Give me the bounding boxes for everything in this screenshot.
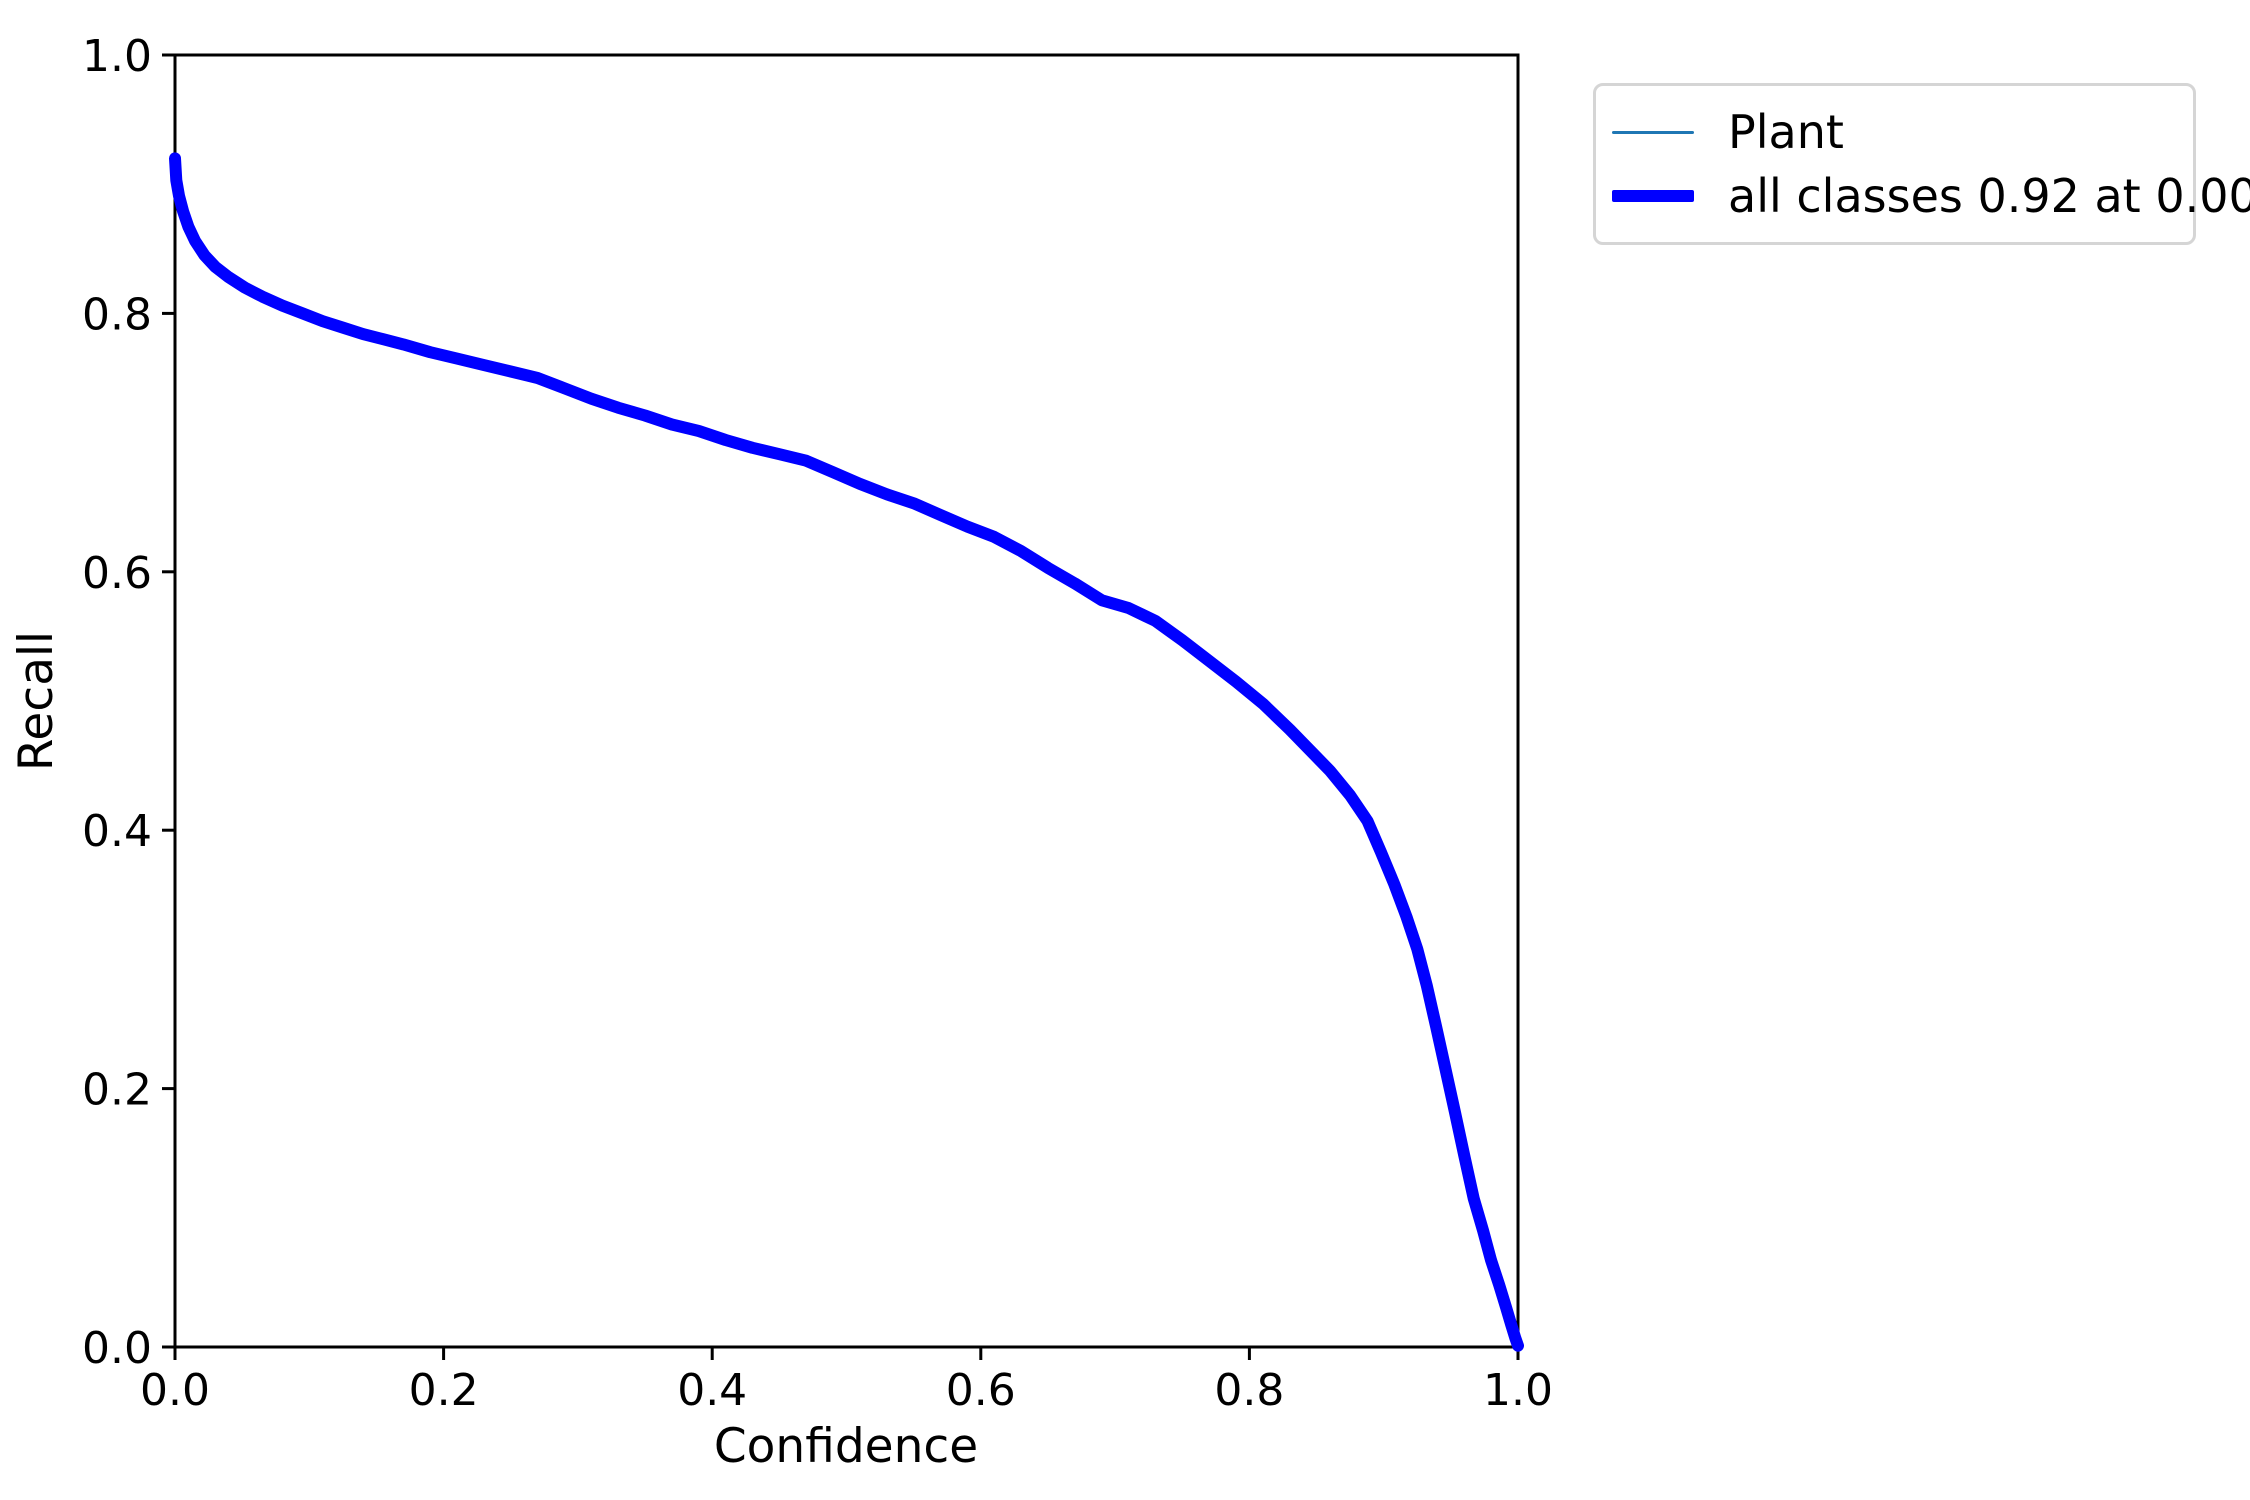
y-tick-label: 0.4 — [82, 806, 152, 857]
legend-item-all-classes: all classes 0.92 at 0.000 — [1612, 171, 2250, 222]
y-tick-label: 1.0 — [82, 31, 152, 82]
plot-spines — [173, 53, 1520, 1349]
legend-box: Plant all classes 0.92 at 0.000 — [1593, 83, 2250, 245]
y-tick-label: 0.2 — [82, 1065, 152, 1116]
x-tick-label: 1.0 — [1483, 1365, 1553, 1416]
curve-lines — [169, 152, 1524, 1352]
x-tick-label: 0.8 — [1214, 1365, 1284, 1416]
legend-swatch-wrap — [1612, 130, 1694, 134]
axes-frame — [173, 53, 1520, 1349]
x-tick-label: 0.0 — [140, 1365, 210, 1416]
legend-label-plant: Plant — [1728, 104, 1844, 159]
y-tick-label: 0.6 — [82, 548, 152, 599]
legend-swatch-wrap — [1612, 190, 1694, 202]
legend-label-all-classes: all classes 0.92 at 0.000 — [1728, 168, 2250, 223]
axis-ticks: 0.0 0.2 0.4 0.6 0.8 1.0 0.0 0.2 0.4 0.6 0.8 1.0 — [82, 31, 1553, 1416]
legend-item-plant: Plant — [1612, 107, 2169, 158]
y-axis-label: Recall — [9, 631, 64, 771]
x-tick-label: 0.6 — [946, 1365, 1016, 1416]
all-classes-line-swatch-icon — [1612, 190, 1694, 202]
y-tick-label: 0.0 — [82, 1323, 152, 1374]
y-tick-label: 0.8 — [82, 289, 152, 340]
x-tick-label: 0.4 — [677, 1365, 747, 1416]
curve-all-classes — [169, 152, 1524, 1352]
x-axis-label: Confidence — [714, 1419, 978, 1474]
plant-line-swatch-icon — [1612, 130, 1694, 134]
x-tick-label: 0.2 — [409, 1365, 479, 1416]
